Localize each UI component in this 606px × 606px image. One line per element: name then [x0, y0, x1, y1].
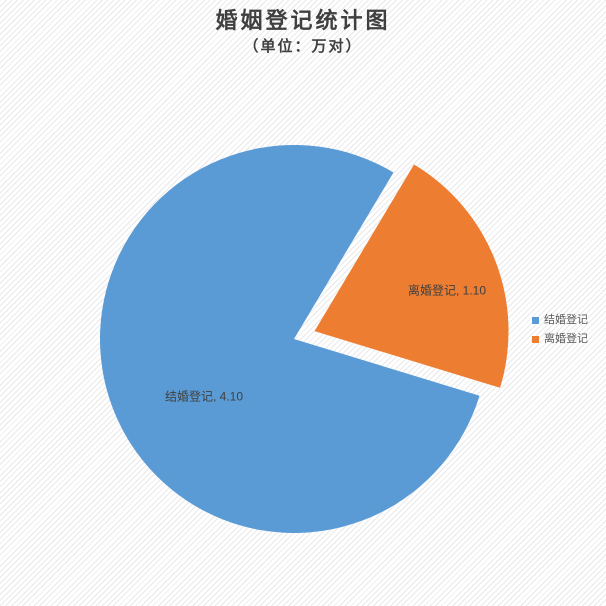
- chart-legend: 结婚登记 离婚登记: [532, 313, 588, 351]
- data-label-divorce-registration: 离婚登记, 1.10: [407, 283, 487, 298]
- pie-slice-marriage-registration: [99, 144, 480, 533]
- pie-slice-divorce-registration: [314, 164, 509, 388]
- legend-item-marriage: 结婚登记: [532, 313, 588, 327]
- legend-swatch-divorce-icon: [532, 335, 539, 343]
- legend-item-marriage-label: 结婚登记: [544, 314, 588, 326]
- data-label-marriage-registration: 结婚登记, 4.10: [164, 389, 244, 404]
- legend-item-divorce: 离婚登记: [532, 332, 588, 346]
- legend-item-divorce-label: 离婚登记: [544, 333, 588, 345]
- legend-swatch-marriage-icon: [532, 316, 539, 324]
